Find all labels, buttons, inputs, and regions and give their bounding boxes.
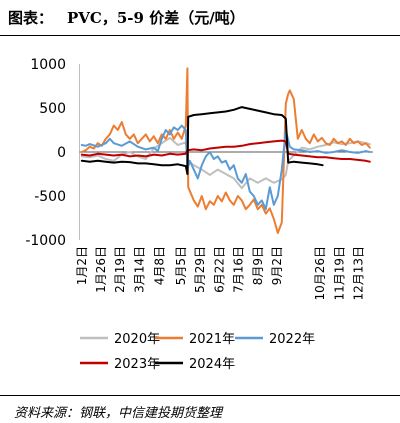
legend-item: 2022年	[235, 332, 315, 347]
source-divider	[0, 395, 400, 396]
chart-axes: 1000 500 0 -500 -1000 1月2日 1月26日 2月19日 3月14日 4月8日…	[25, 57, 373, 301]
x-tick-label: 10月26日	[313, 246, 327, 301]
x-tick-label: 1月26日	[94, 246, 108, 293]
x-tick-label: 1月2日	[75, 246, 89, 285]
legend-item: 2020年	[80, 332, 160, 347]
x-tick-label: 9月2日	[270, 246, 284, 285]
x-tick-label: 2月19日	[113, 246, 127, 293]
series-line-2020	[80, 136, 371, 190]
y-tick-label: 1000	[30, 57, 66, 73]
y-tick-label: 0	[57, 145, 66, 161]
x-tick-label: 3月14日	[132, 246, 146, 293]
y-tick-label: 500	[39, 101, 66, 117]
series-line-2021	[80, 67, 371, 234]
legend-label: 2021年	[189, 332, 235, 347]
series-line-2022	[80, 124, 371, 211]
legend-label: 2022年	[269, 332, 315, 347]
legend-label: 2024年	[189, 357, 235, 372]
source-note: 资料来源：钢联，中信建投期货整理	[14, 406, 223, 421]
y-tick-label: -500	[34, 189, 66, 205]
series-line-2023	[80, 139, 371, 163]
x-tick-label: 7月16日	[232, 246, 246, 293]
series-line-2024	[80, 106, 324, 175]
figure-label: 图表：	[8, 9, 54, 27]
x-tick-label: 11月19日	[332, 246, 346, 301]
chart-legend: 2020年 2021年 2022年 2023年 2024年	[80, 332, 315, 372]
legend-label: 2020年	[114, 332, 160, 347]
chart-series	[80, 67, 371, 234]
x-tick-label: 12月13日	[352, 246, 366, 301]
x-tick-label: 8月9日	[251, 246, 265, 285]
legend-item: 2023年	[80, 357, 160, 372]
legend-item: 2021年	[155, 332, 235, 347]
legend-item: 2024年	[155, 357, 235, 372]
chart-title-bar: 图表： PVC，5-9 价差（元/吨）	[8, 7, 245, 28]
x-tick-label: 4月8日	[152, 246, 166, 285]
chart-title: PVC，5-9 价差（元/吨）	[67, 9, 245, 27]
x-tick-label: 6月22日	[212, 246, 226, 293]
y-tick-label: -1000	[25, 233, 66, 249]
x-tick-label: 5月5日	[174, 246, 188, 285]
title-divider	[0, 35, 400, 36]
x-tick-label: 5月29日	[193, 246, 207, 293]
legend-label: 2023年	[114, 357, 160, 372]
